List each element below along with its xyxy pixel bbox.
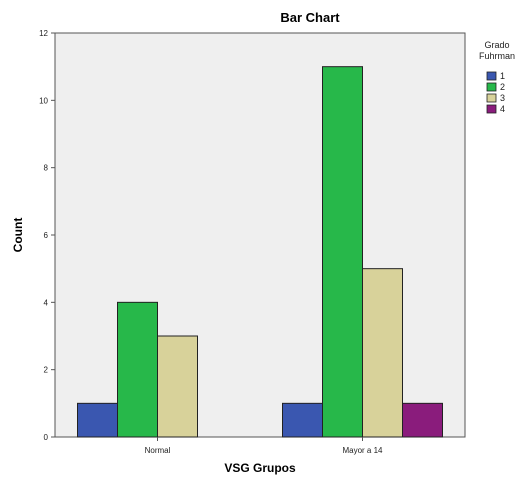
legend-title: Grado	[484, 40, 509, 50]
y-tick-label: 4	[44, 298, 49, 307]
legend-swatch-1	[486, 71, 497, 81]
y-tick-label: 2	[44, 366, 49, 375]
y-tick-label: 12	[39, 29, 48, 38]
legend-swatch-4	[486, 104, 497, 114]
y-tick-label: 0	[44, 433, 49, 442]
y-tick-label: 8	[44, 164, 49, 173]
bar-normal-grado-3	[157, 335, 198, 438]
x-tick-label: Normal	[145, 446, 171, 455]
legend-swatch-3	[486, 93, 497, 103]
legend-label-2: 2	[500, 82, 505, 92]
bar-mayor-a-14-grado-3	[362, 268, 403, 438]
bar-mayor-a-14-grado-4	[402, 402, 443, 438]
legend-title: Fuhrman	[479, 51, 515, 61]
x-tick-label: Mayor a 14	[342, 446, 383, 455]
chart-title: Bar Chart	[280, 10, 340, 25]
legend-swatch-2	[486, 82, 497, 92]
plot-area	[54, 32, 466, 438]
x-axis-title: VSG Grupos	[224, 461, 296, 475]
legend-label-3: 3	[500, 93, 505, 103]
y-axis-title: Count	[11, 218, 25, 253]
bar-group	[77, 66, 443, 438]
bar-mayor-a-14-grado-1	[282, 402, 323, 438]
x-axis: Normal Mayor a 14	[145, 437, 383, 455]
legend-label-4: 4	[500, 104, 505, 114]
bar-normal-grado-1	[77, 402, 118, 438]
bar-normal-grado-2	[117, 301, 158, 438]
y-axis: 0 2 4 6 8 10 12	[39, 29, 55, 442]
legend-label-1: 1	[500, 71, 505, 81]
y-tick-label: 10	[39, 96, 48, 105]
bar-mayor-a-14-grado-2	[322, 66, 363, 438]
y-tick-label: 6	[44, 231, 49, 240]
